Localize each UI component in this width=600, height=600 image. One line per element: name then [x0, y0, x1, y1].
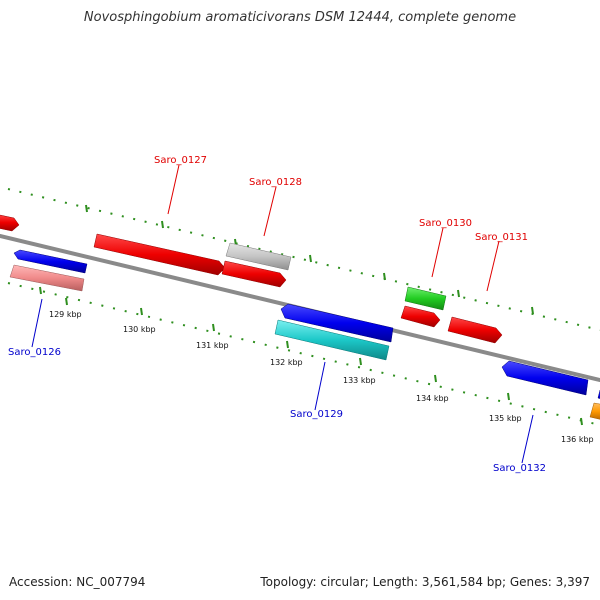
scale-label: 134 kbp: [416, 394, 449, 403]
genome-title: Novosphingobium aromaticivorans DSM 1244…: [83, 10, 517, 25]
upper-dotted-track: [7, 188, 600, 331]
gene-arrow[interactable]: [93, 233, 226, 276]
gene-labels: Saro_0127 Saro_0128 Saro_0130 Saro_0131 …: [8, 155, 546, 474]
gene-arrow[interactable]: [274, 319, 390, 361]
gene-arrow[interactable]: [225, 242, 292, 271]
scale-label: 130 kbp: [123, 325, 156, 334]
gene-arrow[interactable]: [221, 260, 287, 288]
scale-label: 132 kbp: [270, 358, 303, 367]
scale-label: 135 kbp: [489, 414, 522, 423]
gene-arrow[interactable]: [404, 286, 447, 311]
gene-arrow[interactable]: [501, 360, 589, 396]
gene-label-saro-0132: Saro_0132: [493, 463, 546, 474]
gene-label-saro-0131: Saro_0131: [475, 232, 528, 243]
accession-label: Accession: NC_007794: [9, 575, 146, 589]
genome-summary: Topology: circular; Length: 3,561,584 bp…: [260, 575, 590, 589]
gene-leader-lines: [31, 164, 534, 464]
scale-label: 136 kbp: [561, 435, 594, 444]
gene-arrow[interactable]: [13, 249, 88, 274]
scale-label: 131 kbp: [196, 341, 229, 350]
gene-label-saro-0127: Saro_0127: [154, 155, 207, 166]
track-major-ticks: [39, 204, 534, 401]
scale-label: 133 kbp: [343, 376, 376, 385]
gene-arrow[interactable]: [447, 316, 503, 344]
gene-arrow[interactable]: [0, 214, 20, 232]
scale-label: 129 kbp: [49, 310, 82, 319]
gene-arrow[interactable]: [589, 402, 600, 420]
gene-features: [0, 214, 600, 420]
scale-ticks: [65, 297, 583, 426]
gene-arrow[interactable]: [9, 264, 85, 292]
gene-label-saro-0130: Saro_0130: [419, 218, 472, 229]
gene-label-saro-0126: Saro_0126: [8, 347, 61, 358]
lower-dotted-track: [7, 282, 600, 426]
gene-arrow[interactable]: [400, 305, 441, 328]
gene-arrow[interactable]: [280, 303, 394, 343]
gene-label-saro-0128: Saro_0128: [249, 177, 302, 188]
scale-labels: 129 kbp 130 kbp 131 kbp 132 kbp 133 kbp …: [49, 310, 594, 444]
gene-label-saro-0129: Saro_0129: [290, 409, 343, 420]
